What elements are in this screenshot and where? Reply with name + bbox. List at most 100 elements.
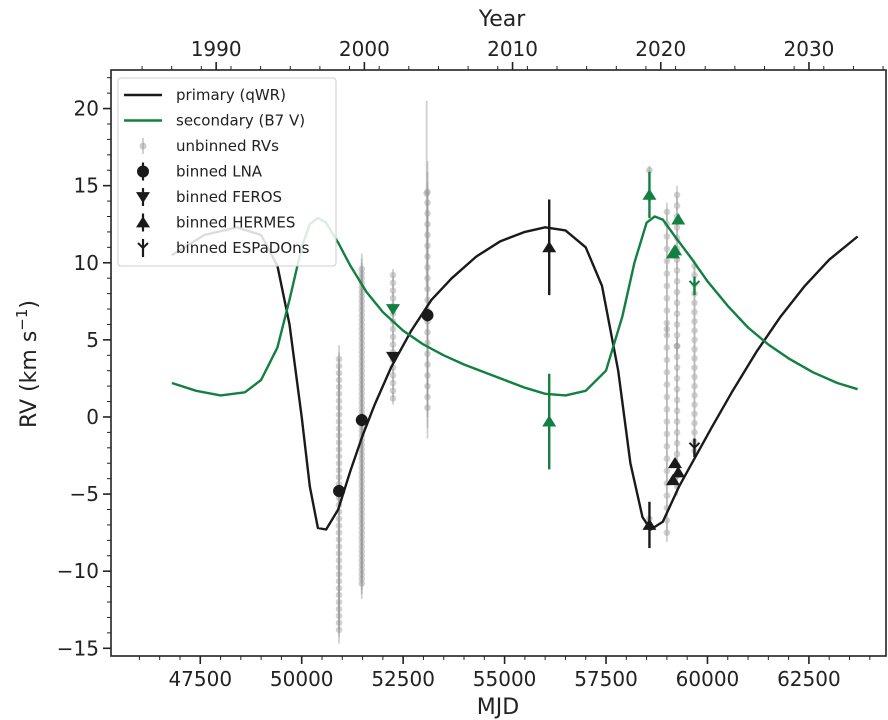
legend-marker-swatch [137, 165, 149, 178]
unbinned-rv-point [335, 397, 343, 405]
unbinned-rv-point [389, 271, 397, 279]
unbinned-rv-point [673, 418, 681, 425]
unbinned-rv-point [335, 362, 343, 370]
unbinned-rv-point [358, 335, 366, 342]
unbinned-rv-point [335, 522, 343, 529]
unbinned-rv-point [335, 598, 343, 606]
unbinned-rv-point [673, 299, 681, 307]
year-tick-label: 2010 [487, 37, 538, 61]
unbinned-rv-point [358, 510, 366, 518]
unbinned-rv-point [335, 411, 343, 418]
unbinned-rv-point [358, 409, 366, 416]
binned-hermes-point [668, 244, 683, 256]
unbinned-rv-point [673, 385, 681, 393]
unbinned-rv-point [358, 496, 366, 504]
x-axis-title: MJD [477, 695, 519, 720]
unbinned-rv-point [358, 473, 366, 481]
unbinned-rv-point [358, 288, 366, 296]
unbinned-rv-point [389, 387, 397, 395]
unbinned-rv-point [663, 381, 671, 388]
unbinned-rv-point [335, 529, 343, 536]
unbinned-rv-point [673, 267, 681, 274]
unbinned-rv-point [424, 220, 431, 228]
unbinned-rv-point [673, 191, 681, 199]
unbinned-rv-point [335, 515, 343, 523]
unbinned-rv-point [691, 392, 698, 399]
legend-label: unbinned RVs [176, 137, 279, 155]
unbinned-rv-point [673, 288, 681, 296]
unbinned-rv-point [358, 464, 366, 472]
unbinned-rv-point [358, 395, 366, 402]
unbinned-rv-point [358, 372, 366, 379]
unbinned-rv-point [335, 564, 343, 571]
unbinned-rv-point [335, 612, 343, 620]
legend-marker-swatch [136, 192, 150, 204]
year-tick-label: 2030 [784, 37, 835, 61]
unbinned-rv-point [663, 492, 671, 499]
unbinned-rv-point [424, 253, 431, 260]
legend-label: binned HERMES [176, 214, 295, 232]
unbinned-rv-point [358, 543, 366, 550]
year-tick-label: 1990 [191, 37, 242, 61]
x-tick-label: 50000 [270, 667, 334, 691]
unbinned-rv-point [663, 270, 671, 277]
unbinned-rv-point [691, 327, 698, 334]
unbinned-rv-point [663, 430, 671, 438]
unbinned-rv-point [673, 202, 681, 210]
unbinned-rv-point [358, 524, 366, 532]
unbinned-rv-point [389, 333, 397, 341]
x-tick-label: 60000 [676, 667, 740, 691]
unbinned-rv-point [673, 321, 681, 328]
unbinned-rv-point [663, 307, 671, 314]
unbinned-rv-point [423, 190, 430, 197]
unbinned-rv-point [424, 199, 431, 206]
unbinned-rv-point [358, 487, 366, 495]
unbinned-rv-point [335, 418, 343, 425]
y-tick-label: 0 [86, 405, 99, 429]
unbinned-rv-point [424, 231, 431, 239]
x-tick-label: 55000 [473, 667, 537, 691]
unbinned-rv-point [673, 331, 681, 339]
unbinned-rv-point [335, 459, 343, 467]
binned-hermes-point [642, 518, 657, 530]
unbinned-rv-point [389, 341, 397, 348]
unbinned-points-layer [335, 100, 698, 644]
binned-hermes-point [671, 213, 686, 225]
unbinned-rv-point [358, 520, 366, 527]
unbinned-rv-point [335, 543, 343, 550]
unbinned-rv-point [424, 285, 431, 293]
unbinned-rv-point [691, 419, 698, 427]
unbinned-rv-point [424, 264, 431, 271]
unbinned-rv-point [663, 405, 671, 413]
unbinned-rv-point [335, 473, 343, 481]
unbinned-rv-point [673, 277, 681, 285]
unbinned-rv-point [335, 425, 343, 432]
binned-hermes-point [668, 456, 683, 469]
unbinned-rv-point [358, 561, 366, 569]
x-tick-label: 47500 [168, 667, 232, 691]
legend-box [117, 77, 337, 267]
unbinned-rv-point [358, 302, 366, 310]
unbinned-rv-point [335, 376, 343, 384]
unbinned-rv-point [691, 308, 698, 316]
unbinned-rv-point [663, 245, 671, 253]
binned-hermes-point [671, 466, 686, 478]
unbinned-rv-point [663, 208, 671, 216]
unbinned-rv-point [358, 390, 366, 398]
legend-label: primary (qWR) [176, 86, 286, 104]
unbinned-rv-point [335, 550, 343, 557]
unbinned-rv-point [673, 342, 681, 350]
binned-hermes-point [665, 473, 680, 486]
legend-label: binned ESPaDOns [176, 239, 310, 257]
unbinned-rv-point [663, 442, 671, 450]
y-tick-label: 20 [74, 97, 99, 121]
y-tick-label: −5 [70, 482, 99, 506]
unbinned-rv-point [335, 383, 343, 391]
unbinned-rv-point [358, 316, 366, 324]
unbinned-rv-point [691, 410, 698, 418]
plot-area [110, 69, 887, 657]
unbinned-rv-point [673, 364, 681, 371]
unbinned-rv-point [335, 577, 343, 585]
binned-lna-point [355, 414, 368, 427]
unbinned-rv-point [335, 570, 343, 578]
